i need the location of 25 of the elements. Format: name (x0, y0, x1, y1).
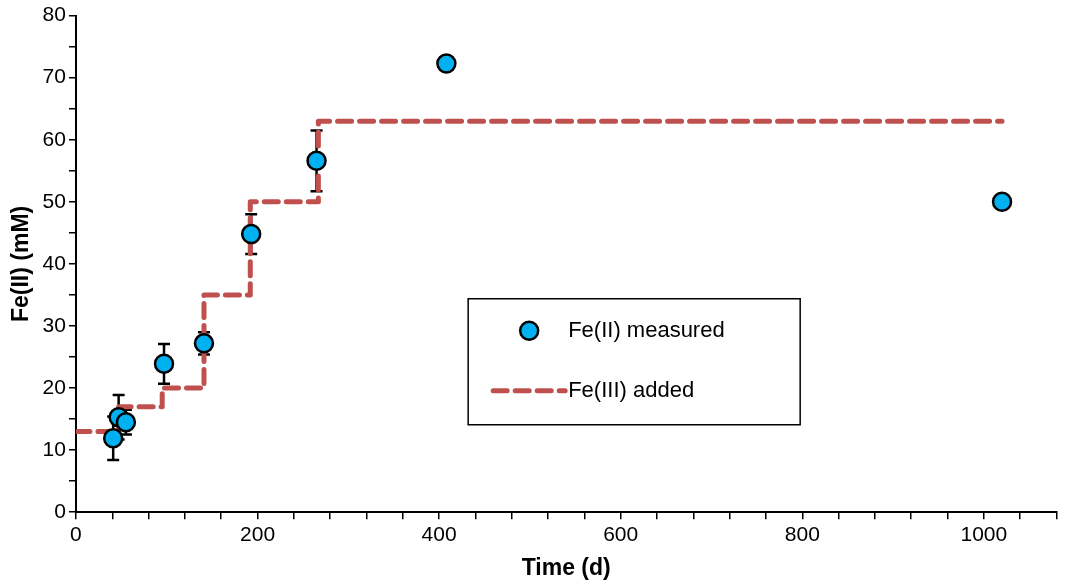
x-tick-label: 800 (784, 521, 820, 545)
x-tick-label: 0 (70, 521, 82, 545)
point (240, 223, 262, 245)
y-tick-label: 80 (42, 2, 66, 26)
x-tick-label: 600 (603, 521, 639, 545)
point (153, 353, 175, 375)
y-tick-label: 70 (42, 64, 66, 88)
y-tick-label: 0 (54, 499, 66, 522)
y-tick-label: 40 (42, 250, 66, 274)
y-tick-label: 20 (42, 374, 66, 398)
y-tick-label: 10 (42, 436, 66, 460)
x-tick-label: 400 (421, 521, 457, 545)
x-tick-label: 1000 (960, 521, 1008, 545)
y-axis-title: Fe(II) (mM) (7, 205, 34, 323)
point (306, 150, 327, 172)
legend-label: Fe(II) measured (568, 316, 725, 342)
legend-label: Fe(III) added (568, 376, 695, 402)
x-axis-title: Time (d) (521, 553, 611, 580)
y-tick-label: 50 (42, 188, 66, 212)
point (991, 191, 1013, 213)
point (436, 53, 457, 74)
point (102, 428, 124, 449)
y-tick-label: 60 (42, 126, 66, 150)
x-tick-label: 200 (240, 521, 276, 545)
y-tick-label: 30 (42, 312, 66, 336)
